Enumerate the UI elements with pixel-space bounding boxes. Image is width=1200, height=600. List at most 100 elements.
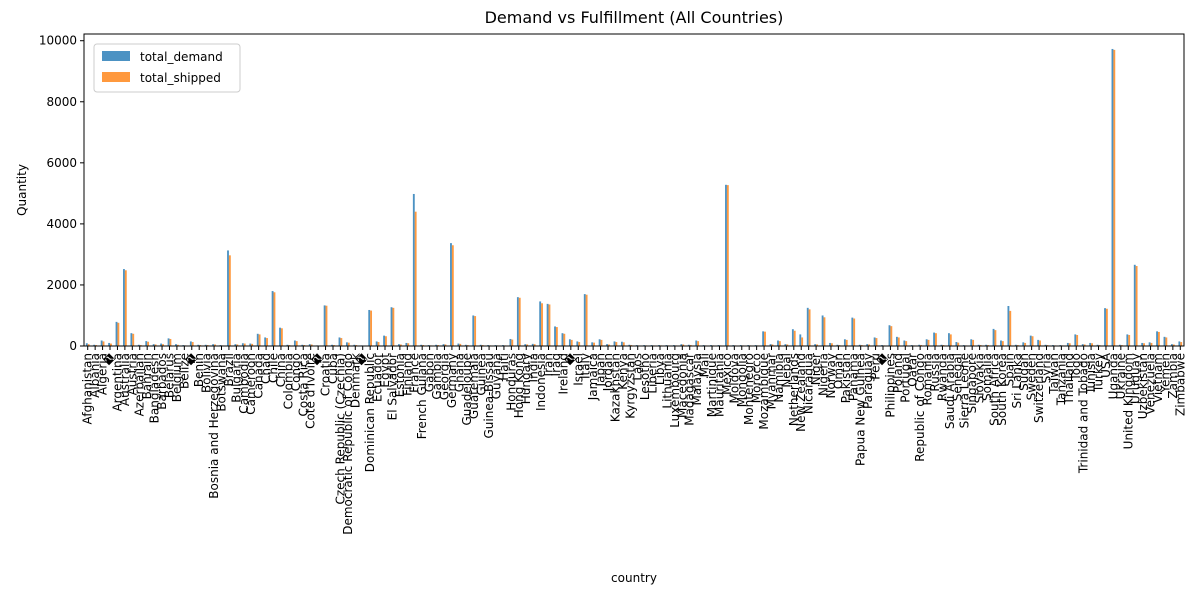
x-tick-label: El Salvador [385,353,399,420]
bar [875,338,878,346]
x-tick-label: Finland [400,353,414,396]
x-tick-label: China [274,353,288,387]
x-tick-label: Somalia [980,353,994,401]
x-tick-label: Colombia [281,353,295,409]
x-tick-label: Lesotho [638,353,652,400]
bar [531,343,534,346]
bar [236,344,239,346]
bar [347,342,350,346]
bar [555,327,558,346]
bar [593,342,595,346]
bar [286,344,289,346]
x-tick-label: Sweden [1025,353,1039,400]
bar [1163,336,1166,346]
bar [435,344,438,346]
bar [853,318,856,346]
bar [472,315,475,346]
x-tick-label: Republic of Congo [913,353,927,462]
bar [541,303,543,346]
y-tick-label: 6000 [46,156,77,170]
bar [204,344,207,346]
bar [814,344,817,346]
bar [1007,306,1010,346]
bar [970,339,973,346]
bar [325,305,328,346]
x-tick-label: Mexico [720,353,734,395]
bar [228,255,231,346]
bar [370,310,373,346]
x-tick-label: Afghanistan [81,353,95,424]
x-tick-label: Chad [259,353,273,384]
bar [399,344,402,346]
bar [368,309,371,346]
x-tick-label: Belarus [162,353,176,398]
bar [271,291,274,346]
x-tick-label: Romania [921,353,935,405]
bar [578,342,581,346]
bar [474,316,477,346]
x-tick-label: Malaysia [690,353,704,405]
bar [117,322,120,346]
x-tick-label: Ireland [556,353,570,395]
x-tick-label: Syria [1040,353,1054,383]
legend-swatch [102,51,130,61]
x-tick-label: Cameroon [244,353,258,415]
x-tick-label: Ukraine [1114,353,1128,399]
x-tick-label: Nicaragua [802,353,816,414]
x-tick-label: Oman [831,353,845,389]
bar [279,327,281,346]
x-tick-label: Bulgaria [229,353,243,403]
bar [816,344,818,346]
legend-box [93,43,241,93]
x-tick-label: Morocco [750,353,764,403]
x-tick-label: Taiwan [1047,353,1061,395]
x-tick-label: Czech Republic (Czechia) [333,353,347,505]
x-tick-label: Italy [579,353,593,379]
x-tick-label: Benin [192,353,206,387]
bar [293,340,296,346]
bar [977,344,980,346]
x-tick-label: Slovakia [973,353,987,403]
bar [450,243,452,346]
x-tick-label: Luxembourg [668,353,682,428]
bar [784,344,787,346]
x-tick-label: Thailand [1062,353,1076,406]
x-tick-label: Sudan [1017,353,1031,391]
y-tick-label: 2000 [46,278,77,292]
bar [1014,344,1017,346]
x-tick-label: Estonia [393,353,407,397]
x-tick-label: New Zealand [794,353,808,432]
x-tick-label: Egypt [378,353,392,388]
bar [442,344,445,346]
x-tick-label: Guinea-Bissau [482,353,496,439]
x-tick-label: Algeria [96,353,110,395]
bar [777,340,779,346]
bar [1066,342,1069,346]
bar [888,325,891,346]
bar [1133,264,1136,346]
x-tick-label: � [311,352,325,365]
x-tick-label: Azerbaijan [133,353,147,416]
x-tick-label: Iraq [549,353,563,376]
bar [972,339,975,346]
bar [935,333,937,346]
bar [338,337,341,346]
bar [873,337,876,346]
x-tick-label: Israel [571,353,585,386]
x-tick-label: Vietnam [1151,353,1165,403]
bar [563,333,566,346]
x-tick-label: Saudi Arabia [943,353,957,429]
bar [949,334,952,346]
bar [308,344,311,346]
bar [697,341,700,346]
x-tick-label: Macedonia [675,353,689,418]
x-tick-label: Poland [891,353,905,393]
bar [249,343,252,346]
x-tick-label: Montenegro [742,353,756,425]
bar [927,339,930,346]
x-tick-label: Venezuela [1144,353,1158,415]
bar [266,338,268,346]
x-tick-label: Liberia [646,353,660,394]
bar [620,341,623,346]
x-tick-label: Gambia [430,353,444,400]
